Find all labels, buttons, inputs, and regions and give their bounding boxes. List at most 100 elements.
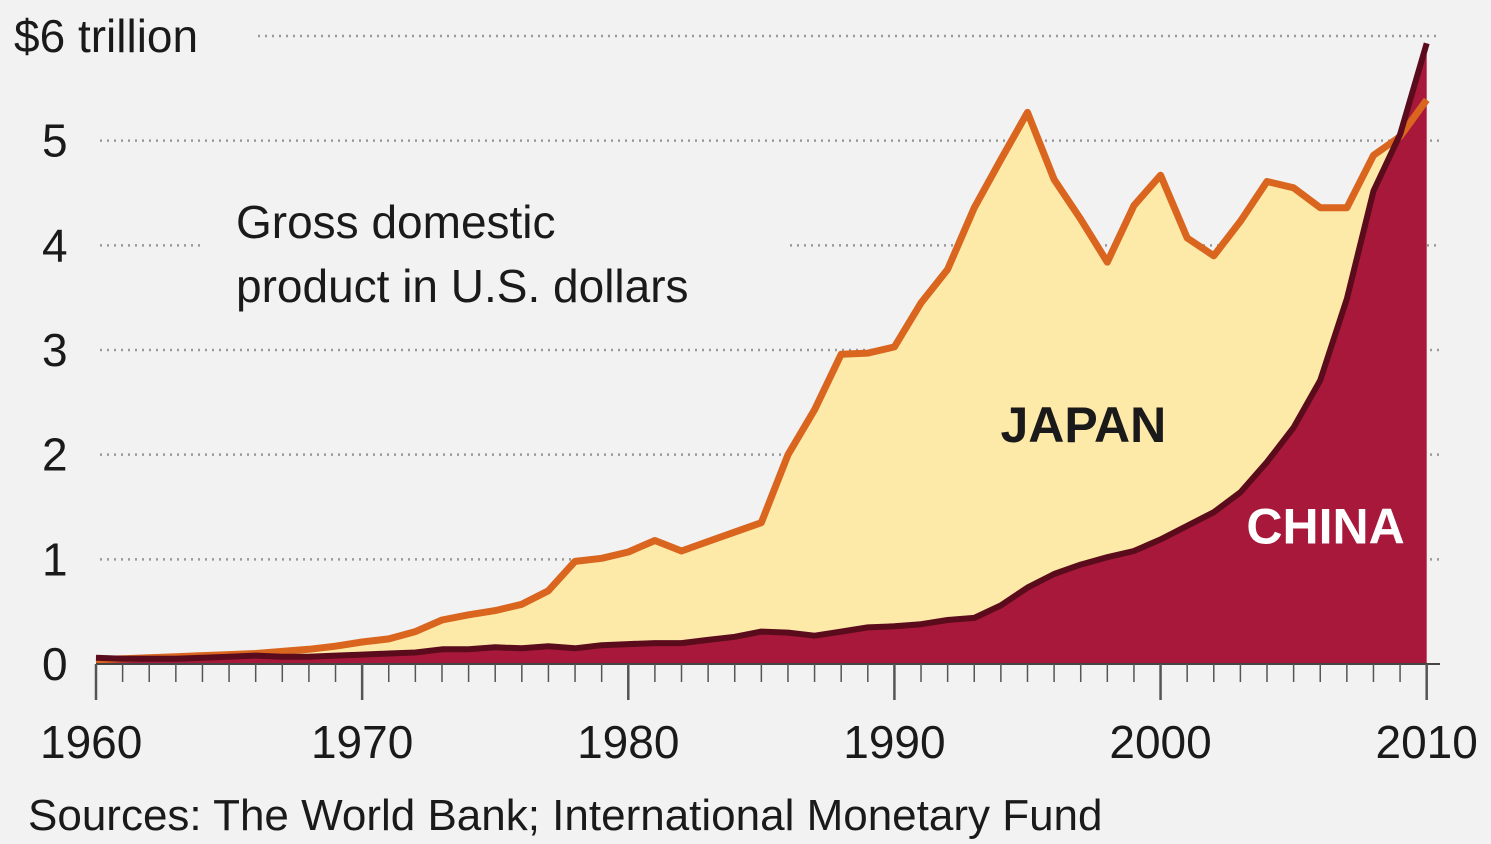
japan-point-2002 bbox=[1212, 254, 1216, 258]
china-point-1994 bbox=[999, 603, 1003, 607]
china-point-1993 bbox=[972, 616, 976, 620]
china-point-1987 bbox=[813, 634, 817, 638]
japan-point-2004 bbox=[1265, 180, 1269, 184]
japan-point-2010 bbox=[1425, 98, 1429, 102]
japan-point-1989 bbox=[866, 351, 870, 355]
japan-point-1996 bbox=[1052, 177, 1056, 181]
y-tick-label-5: 5 bbox=[42, 115, 68, 167]
japan-point-1985 bbox=[759, 521, 763, 525]
japan-point-1994 bbox=[999, 158, 1003, 162]
japan-point-1998 bbox=[1105, 260, 1109, 264]
china-point-1986 bbox=[786, 631, 790, 635]
x-tick-label-1980: 1980 bbox=[577, 716, 679, 768]
china-point-1973 bbox=[440, 647, 444, 651]
japan-point-1988 bbox=[839, 352, 843, 356]
japan-point-1997 bbox=[1079, 217, 1083, 221]
china-point-1976 bbox=[520, 646, 524, 650]
china-point-1974 bbox=[467, 647, 471, 651]
china-area bbox=[96, 43, 1427, 665]
japan-point-1981 bbox=[653, 539, 657, 543]
china-point-1964 bbox=[201, 656, 205, 660]
china-point-2008 bbox=[1372, 189, 1376, 193]
china-line bbox=[95, 42, 1430, 662]
japan-point-1976 bbox=[520, 602, 524, 606]
japan-point-1982 bbox=[680, 549, 684, 553]
japan-point-1986 bbox=[786, 453, 790, 457]
china-point-2005 bbox=[1292, 426, 1296, 430]
source-note: Sources: The World Bank; International M… bbox=[28, 791, 1103, 840]
x-axis: 1960 1970 1980 1990 2000 2010 bbox=[40, 663, 1478, 768]
japan-point-1979 bbox=[600, 556, 604, 560]
japan-point-1995 bbox=[1026, 110, 1030, 114]
china-point-1975 bbox=[493, 645, 497, 649]
china-point-2010 bbox=[1425, 41, 1429, 45]
x-tick-label-1960: 1960 bbox=[40, 716, 142, 768]
china-point-1966 bbox=[254, 654, 258, 658]
x-tick-label-1990: 1990 bbox=[843, 716, 945, 768]
plot-areas bbox=[95, 42, 1430, 665]
china-point-2002 bbox=[1212, 510, 1216, 514]
japan-point-1972 bbox=[413, 630, 417, 634]
china-point-1972 bbox=[413, 651, 417, 655]
china-point-1977 bbox=[546, 644, 550, 648]
japan-point-2006 bbox=[1318, 206, 1322, 210]
china-point-1978 bbox=[573, 646, 577, 650]
japan-point-1970 bbox=[360, 640, 364, 644]
china-point-1981 bbox=[653, 641, 657, 645]
japan-point-1993 bbox=[972, 206, 976, 210]
japan-point-1978 bbox=[573, 559, 577, 563]
chart-subtitle-line-2: product in U.S. dollars bbox=[236, 260, 689, 312]
japan-point-2001 bbox=[1185, 236, 1189, 240]
china-point-1985 bbox=[759, 630, 763, 634]
series-label-japan: JAPAN bbox=[1001, 397, 1167, 453]
china-point-1971 bbox=[387, 652, 391, 656]
x-tick-label-2000: 2000 bbox=[1109, 716, 1211, 768]
china-point-1963 bbox=[174, 657, 178, 661]
china-point-1979 bbox=[600, 643, 604, 647]
china-point-2001 bbox=[1185, 524, 1189, 528]
china-point-2007 bbox=[1345, 297, 1349, 301]
japan-point-1967 bbox=[280, 649, 284, 653]
china-point-1961 bbox=[121, 657, 125, 661]
china-point-1998 bbox=[1105, 555, 1109, 559]
japan-point-2000 bbox=[1159, 173, 1163, 177]
china-point-1960 bbox=[94, 656, 98, 660]
japan-point-1983 bbox=[706, 540, 710, 544]
japan-point-1999 bbox=[1132, 204, 1136, 208]
japan-point-1987 bbox=[813, 408, 817, 412]
y-tick-label-2: 2 bbox=[42, 429, 68, 481]
china-point-2000 bbox=[1159, 537, 1163, 541]
y-axis: 0 1 2 3 4 5 $6 trillion bbox=[14, 10, 198, 690]
japan-point-1968 bbox=[307, 647, 311, 651]
china-point-1989 bbox=[866, 625, 870, 629]
japan-point-1984 bbox=[733, 530, 737, 534]
japan-point-1969 bbox=[334, 644, 338, 648]
chart-subtitle-line-1: Gross domestic bbox=[236, 196, 556, 248]
japan-point-1980 bbox=[626, 550, 630, 554]
japan-point-2007 bbox=[1345, 206, 1349, 210]
grid-lines bbox=[100, 34, 1440, 561]
y-tick-label-3: 3 bbox=[42, 324, 68, 376]
japan-point-1973 bbox=[440, 618, 444, 622]
japan-point-1991 bbox=[919, 301, 923, 305]
y-tick-label-6: $6 trillion bbox=[14, 10, 198, 62]
y-tick-label-4: 4 bbox=[42, 219, 68, 271]
japan-line bbox=[95, 97, 1430, 664]
y-tick-label-0: 0 bbox=[42, 638, 68, 690]
china-point-1969 bbox=[334, 654, 338, 658]
japan-point-1990 bbox=[892, 345, 896, 349]
series-label-china: CHINA bbox=[1246, 499, 1404, 555]
china-point-1999 bbox=[1132, 549, 1136, 553]
china-point-1970 bbox=[360, 653, 364, 657]
china-point-1983 bbox=[706, 638, 710, 642]
china-point-2006 bbox=[1318, 378, 1322, 382]
china-point-1962 bbox=[147, 657, 151, 661]
china-point-1984 bbox=[733, 635, 737, 639]
japan-point-1977 bbox=[546, 589, 550, 593]
china-point-1965 bbox=[227, 655, 231, 659]
china-point-1988 bbox=[839, 630, 843, 634]
japan-point-1974 bbox=[467, 613, 471, 617]
japan-point-1975 bbox=[493, 609, 497, 613]
china-point-2009 bbox=[1398, 132, 1402, 136]
china-point-1992 bbox=[946, 618, 950, 622]
